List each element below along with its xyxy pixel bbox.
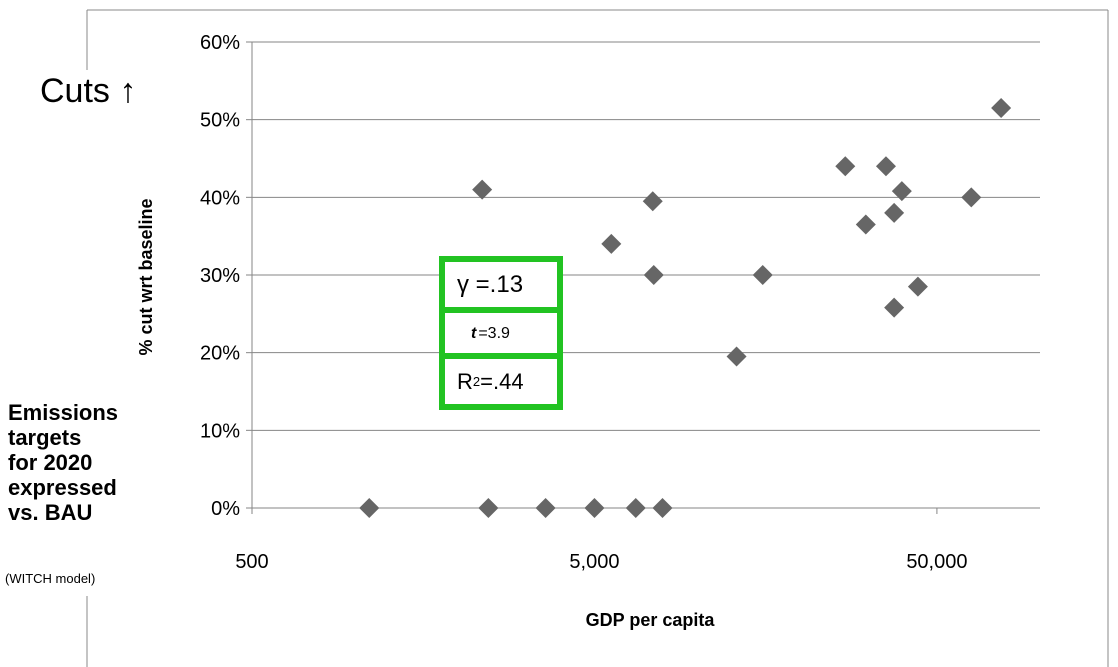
data-point — [601, 233, 622, 254]
data-point — [835, 156, 856, 177]
side-title-line: Emissions — [8, 400, 119, 425]
y-axis-label: % cut wrt baseline — [136, 198, 156, 355]
data-point — [584, 498, 605, 518]
data-point — [652, 498, 673, 518]
y-tick-label: 10% — [200, 420, 240, 442]
y-tick-label: 30% — [200, 265, 240, 287]
t-symbol: t — [471, 324, 477, 342]
y-tick-label: 40% — [200, 187, 240, 209]
data-point — [625, 498, 646, 518]
side-title-line: targets — [8, 425, 82, 450]
r2-stat: =.44 — [480, 368, 524, 394]
data-point — [891, 181, 912, 202]
r2-symbol: R — [457, 368, 473, 394]
data-point — [726, 346, 747, 367]
data-point — [907, 276, 928, 297]
side-title-line: for 2020 — [8, 450, 93, 475]
x-tick-label: 50,000 — [906, 551, 967, 573]
data-point — [884, 202, 905, 223]
data-point — [478, 498, 499, 518]
y-tick-label: 0% — [211, 498, 240, 520]
data-point — [961, 187, 982, 208]
data-point — [535, 498, 556, 518]
axes — [251, 42, 1040, 514]
side-title: Emissions targets for 2020 expressed vs.… — [8, 400, 158, 525]
data-point — [359, 498, 380, 518]
data-point — [643, 265, 664, 285]
x-tick-label: 5,000 — [569, 551, 619, 573]
t-stat: =3.9 — [478, 324, 510, 342]
data-point — [875, 156, 896, 177]
data-point — [884, 297, 905, 318]
side-subtitle: (WITCH model) — [5, 571, 96, 586]
gridlines — [246, 41, 1040, 509]
data-point — [855, 214, 876, 235]
gamma-stat-box: γ =.13 — [439, 256, 563, 314]
y-tick-label: 60% — [200, 32, 240, 54]
side-title-line: expressed — [8, 475, 117, 500]
side-title-line: vs. BAU — [8, 500, 93, 525]
data-point — [991, 98, 1012, 119]
data-point — [472, 179, 493, 200]
data-points — [359, 98, 1012, 518]
r2-exponent: 2 — [472, 374, 481, 389]
y-tick-label: 50% — [200, 110, 240, 132]
cuts-label: Cuts ↑ — [40, 72, 137, 110]
data-point — [642, 191, 663, 212]
gamma-stat: γ =.13 — [457, 271, 524, 298]
r2-stat-box: R 2 =.44 — [439, 353, 563, 410]
data-point — [752, 265, 773, 285]
y-tick-label: 20% — [200, 343, 240, 365]
tick-labels: 0% 10% 20% 30% 40% 50% 60% 500 5,000 50,000 — [200, 32, 968, 573]
x-tick-label: 500 — [235, 551, 268, 573]
x-axis-label: GDP per capita — [586, 610, 716, 630]
